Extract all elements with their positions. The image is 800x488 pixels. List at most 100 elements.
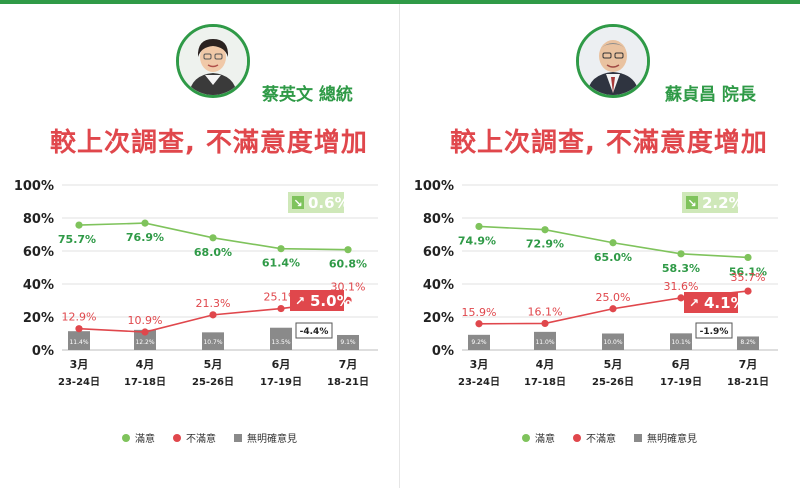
satisfied-value-label: 58.3% [662, 262, 700, 275]
x-tick-label: 7月 [339, 358, 358, 371]
x-tick-sublabel: 25-26日 [592, 376, 634, 388]
panel-divider [399, 4, 400, 488]
dissatisfied-value-label: 21.3% [196, 297, 231, 310]
dissatisfied-point [141, 328, 149, 336]
satisfied-change-label: 2.2% [702, 194, 744, 212]
y-tick-label: 80% [23, 212, 54, 227]
satisfied-value-label: 65.0% [594, 251, 632, 264]
x-tick-label: 6月 [272, 358, 291, 371]
satisfied-value-label: 76.9% [126, 231, 164, 244]
x-tick-sublabel: 17-19日 [260, 376, 302, 388]
no-opinion-change-badge [295, 322, 333, 339]
bar-value-label: 10.7% [203, 339, 222, 346]
y-tick-label: 40% [423, 278, 454, 293]
satisfied-value-label: 74.9% [458, 234, 496, 247]
legend-dot-icon [522, 433, 530, 442]
satisfied-value-label: 61.4% [262, 257, 300, 270]
dissatisfied-value-label: 25.0% [596, 291, 631, 304]
legend-item-satisfied: 滿意 [522, 430, 555, 445]
y-tick-label: 0% [32, 344, 54, 359]
satisfied-point [744, 253, 752, 262]
down-arrow-glyph: ↘ [293, 197, 302, 210]
bar-value-label: 13.5% [271, 339, 290, 346]
satisfied-point [609, 239, 617, 247]
legend-dot-icon [173, 433, 181, 442]
bar-value-label: 9.2% [471, 339, 487, 346]
no-opinion-bar [270, 327, 292, 350]
trend-chart: 100% 80% 60% 40% 20% 0% 3月 23-24日 4月 17-18日 5月 25-2… [414, 179, 778, 388]
panel-su: 蘇貞昌 院長 較上次調查, 不滿意度增加 100% 80% 60% 40% 20% 0% 3… [400, 0, 800, 488]
x-tick-sublabel: 23-24日 [58, 376, 100, 388]
y-tick-label: 40% [23, 278, 54, 293]
person-name: 蔡英文 總統 [262, 85, 353, 105]
dissatisfied-change-badge [684, 292, 738, 313]
satisfied-value-label: 72.9% [526, 238, 564, 251]
dissatisfied-point [541, 319, 549, 328]
down-arrow-icon [686, 196, 698, 209]
dissatisfied-point [277, 304, 285, 313]
up-arrow-icon: ↗ [295, 294, 305, 308]
satisfied-point [277, 245, 285, 253]
dissatisfied-point [75, 325, 83, 333]
x-tick-sublabel: 23-24日 [458, 376, 500, 388]
no-opinion-change-label: -1.9% [700, 327, 729, 337]
x-tick-label: 4月 [536, 358, 555, 371]
no-opinion-bar [68, 331, 90, 350]
down-arrow-icon [292, 196, 304, 209]
x-tick-sublabel: 17-18日 [524, 376, 566, 388]
legend-item-dissatisfied: 不滿意 [173, 430, 216, 445]
y-tick-label: 60% [423, 245, 454, 260]
chart-legend: 滿意 不滿意 無明確意見 [522, 430, 697, 445]
satisfied-point [344, 246, 352, 254]
satisfied-point [677, 250, 685, 258]
chart-title: 較上次調查, 不滿意度增加 [450, 128, 768, 158]
dissatisfied-change-label: 4.1% [704, 294, 746, 312]
no-opinion-bar [202, 332, 224, 350]
no-opinion-bar [337, 334, 359, 350]
person-portrait-icon [179, 27, 247, 95]
no-opinion-bar [534, 331, 556, 350]
no-opinion-bar [602, 333, 624, 350]
dissatisfied-value-label: 10.9% [128, 314, 163, 327]
satisfied-value-label: 56.1% [729, 265, 767, 278]
dissatisfied-point [677, 294, 685, 302]
x-tick-label: 6月 [672, 358, 691, 371]
no-opinion-bar [670, 333, 692, 350]
y-tick-label: 100% [414, 179, 454, 194]
no-opinion-change-label: -4.4% [300, 327, 329, 337]
no-opinion-change-badge [695, 322, 733, 339]
bar-value-label: 11.4% [69, 339, 88, 346]
avatar [576, 24, 650, 98]
satisfied-value-label: 75.7% [58, 233, 96, 246]
no-opinion-bar [468, 334, 490, 350]
top-accent-bar [0, 0, 800, 4]
y-tick-label: 80% [423, 212, 454, 227]
satisfied-change-label: 0.6% [308, 194, 350, 212]
bar-value-label: 9.1% [340, 339, 356, 346]
no-opinion-bar [737, 336, 759, 350]
chart-legend: 滿意 不滿意 無明確意見 [122, 430, 297, 445]
satisfied-point [75, 221, 83, 229]
dissatisfied-value-label: 35.7% [731, 271, 766, 284]
x-tick-sublabel: 18-21日 [727, 376, 769, 388]
x-tick-label: 7月 [739, 358, 758, 371]
person-name: 蘇貞昌 院長 [665, 85, 756, 105]
dissatisfied-value-label: 16.1% [528, 305, 563, 318]
y-tick-label: 60% [23, 245, 54, 260]
x-tick-label: 5月 [604, 358, 623, 371]
legend-item-no-opinion: 無明確意見 [234, 430, 297, 445]
dissatisfied-value-label: 15.9% [462, 306, 497, 319]
legend-dot-icon [122, 433, 130, 442]
trend-chart: 100% 80% 60% 40% 20% 0% 3月 23-24日 4月 17-18日 5月 25-2… [14, 179, 378, 388]
panel-tsai: 蔡英文 總統 較上次調查, 不滿意度增加 100% 80% 60% 40% 20% 0% 3… [14, 24, 378, 445]
dissatisfied-point [209, 311, 217, 319]
x-tick-label: 3月 [70, 358, 89, 371]
chart-title: 較上次調查, 不滿意度增加 [50, 128, 368, 158]
legend-square-icon [234, 433, 242, 442]
dissatisfied-change-badge [290, 290, 344, 311]
satisfied-value-label: 68.0% [194, 246, 232, 259]
down-arrow-glyph: ↘ [687, 197, 696, 210]
avatar [176, 24, 250, 98]
satisfied-value-label: 60.8% [329, 258, 367, 271]
legend-item-dissatisfied: 不滿意 [573, 430, 616, 445]
